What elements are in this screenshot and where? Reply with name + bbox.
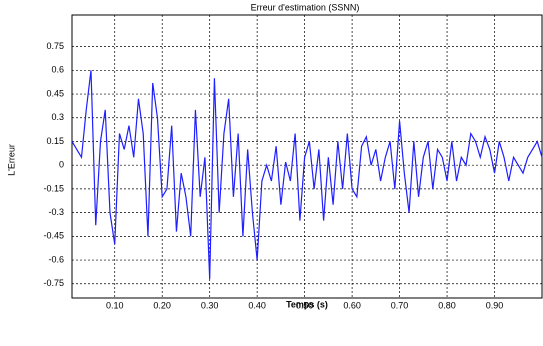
x-tick-label: 0.70 xyxy=(391,300,409,310)
x-tick-label: 0.30 xyxy=(201,300,219,310)
x-tick-label: 0.60 xyxy=(343,300,361,310)
y-tick-label: -0.45 xyxy=(43,231,64,241)
x-tick-label: 0.90 xyxy=(486,300,504,310)
x-tick-label: 0.80 xyxy=(438,300,456,310)
y-tick-label: 0.15 xyxy=(46,136,64,146)
y-tick-label: 0.3 xyxy=(51,112,64,122)
y-tick-label: 0.6 xyxy=(51,65,64,75)
y-tick-label: -0.6 xyxy=(48,254,64,264)
y-tick-label: 0.75 xyxy=(46,41,64,51)
y-tick-label: 0 xyxy=(59,160,64,170)
chart-title: Erreur d'estimation (SSNN) xyxy=(251,2,360,12)
y-tick-label: -0.15 xyxy=(43,183,64,193)
x-tick-label: 0.20 xyxy=(153,300,171,310)
x-tick-label: 0.40 xyxy=(248,300,266,310)
y-tick-label: -0.75 xyxy=(43,278,64,288)
y-tick-label: 0.45 xyxy=(46,88,64,98)
plot-area xyxy=(71,14,543,299)
x-axis-label: Temps (s) xyxy=(286,299,328,309)
y-axis-label: L'Erreur xyxy=(6,144,16,176)
y-tick-label: -0.3 xyxy=(48,207,64,217)
data-line xyxy=(71,70,543,280)
x-tick-label: 0.10 xyxy=(106,300,124,310)
x-tick-label: 0.50 xyxy=(296,300,314,310)
